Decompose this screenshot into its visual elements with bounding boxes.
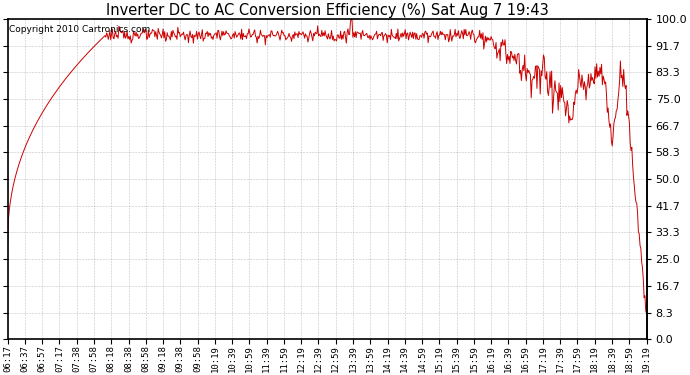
Text: Copyright 2010 Cartronics.com: Copyright 2010 Cartronics.com bbox=[9, 26, 150, 34]
Title: Inverter DC to AC Conversion Efficiency (%) Sat Aug 7 19:43: Inverter DC to AC Conversion Efficiency … bbox=[106, 3, 549, 18]
